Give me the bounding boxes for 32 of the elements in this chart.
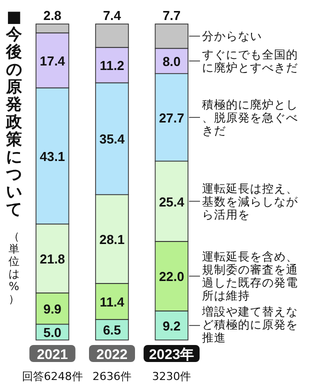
chart-title: ■今後の原発政策について	[6, 7, 22, 218]
text: （単位は%）	[8, 230, 20, 306]
data-label: 43.1	[40, 148, 66, 164]
text: 3230件	[152, 370, 192, 383]
data-label: 17.4	[40, 53, 66, 68]
data-label: 2.8	[43, 8, 62, 23]
data-label: 25.4	[158, 194, 186, 210]
data-label: 8.0	[162, 54, 181, 69]
legend-label: 分からない	[202, 29, 262, 44]
series-label: 積極的に廃炉とし、脱原発を急ぐべきだ	[202, 97, 298, 138]
data-label: 7.4	[102, 8, 122, 23]
data-label: 21.8	[40, 251, 66, 266]
data-label: 9.2	[162, 318, 181, 334]
data-label: 9.9	[43, 302, 62, 317]
x-tick-label: 2023年	[149, 346, 194, 362]
data-label: 35.4	[99, 132, 126, 147]
x-tick-label: 2021	[36, 346, 68, 362]
text: 回答6248件	[22, 370, 83, 383]
data-label: 11.4	[100, 294, 126, 310]
data-label: 5.0	[43, 325, 62, 340]
data-label: 6.5	[102, 322, 122, 338]
data-label: 7.7	[162, 8, 181, 23]
legend-label: 増設や建て替えなど積極的に原発を推進	[201, 304, 298, 344]
data-label: 11.2	[100, 58, 124, 74]
x-tick-label: 2022	[96, 346, 128, 362]
series-label: 運転延長は控え、基数を減らしながら活用を	[202, 181, 299, 222]
data-label: 27.7	[158, 110, 184, 126]
data-label: 22.0	[158, 269, 184, 284]
series-label: 運転延長を含め、規制委の審査を通過した既存の発電所は維持	[202, 250, 298, 302]
legend-label: すぐにでも全国的に廃炉とすべきだ	[202, 47, 298, 74]
text: 2636件	[92, 370, 132, 383]
data-label: 28.1	[99, 232, 125, 248]
